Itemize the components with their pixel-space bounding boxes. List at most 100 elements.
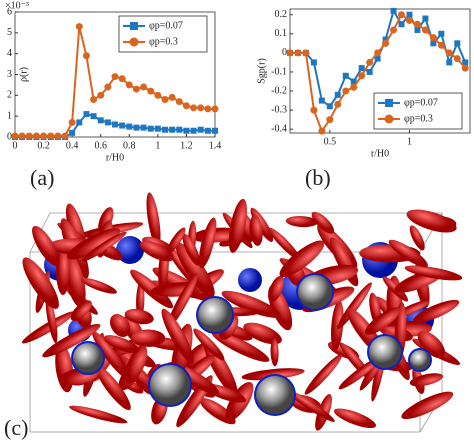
marker [197, 104, 205, 112]
marker [140, 83, 148, 91]
red-ellipsoid [109, 314, 131, 338]
marker [438, 30, 445, 37]
marker [421, 26, 429, 34]
marker [318, 127, 326, 135]
red-ellipsoid [279, 240, 325, 278]
marker [112, 121, 118, 128]
red-ellipsoid [42, 323, 101, 358]
y-tick-label: 6 [7, 6, 12, 17]
red-ellipsoid [167, 273, 199, 329]
legend-label: φp=0.3 [149, 36, 178, 47]
marker [25, 132, 33, 140]
x-tick-label: 1.2 [180, 140, 193, 151]
marker [446, 59, 453, 66]
y-tick-label: -0.2 [271, 85, 287, 96]
red-ellipsoid [139, 240, 174, 262]
marker [350, 78, 357, 85]
marker [429, 34, 437, 42]
legend-marker [129, 37, 139, 47]
red-ellipsoid [228, 198, 248, 253]
marker [182, 102, 190, 110]
y-tick-label: -0.1 [271, 66, 287, 77]
red-ellipsoid [338, 356, 383, 390]
red-ellipsoid [70, 300, 92, 321]
red-ellipsoid [304, 354, 343, 395]
y-tick-label: 5 [7, 27, 12, 38]
marker [310, 106, 318, 114]
red-ellipsoid [65, 254, 86, 308]
marker [461, 64, 469, 72]
red-ellipsoid [243, 322, 282, 345]
red-ellipsoid [21, 311, 75, 344]
marker [374, 49, 382, 57]
red-ellipsoid [130, 269, 174, 309]
marker [104, 119, 111, 126]
red-ellipsoid [249, 215, 263, 246]
marker [197, 126, 204, 133]
marker [118, 75, 126, 83]
marker [318, 97, 325, 104]
marker [454, 40, 461, 47]
y-tick-label: 3 [7, 69, 12, 80]
marker [183, 127, 190, 134]
red-ellipsoid [22, 257, 59, 309]
red-ellipsoid [45, 295, 58, 344]
red-ellipsoid [98, 207, 114, 234]
marker [302, 49, 310, 57]
red-ellipsoid [365, 307, 401, 335]
legend-label: φp=0.07 [404, 97, 438, 108]
marker [162, 126, 168, 133]
marker [18, 132, 26, 140]
red-ellipsoid [95, 365, 131, 411]
x-tick-label: 0 [13, 140, 18, 151]
legend-label: φp=0.3 [404, 113, 433, 124]
marker [398, 11, 406, 19]
gray-sphere [256, 376, 294, 414]
red-ellipsoid [285, 216, 318, 228]
marker [405, 16, 413, 24]
x-tick-label: 0.2 [37, 140, 50, 151]
marker [382, 39, 390, 47]
red-ellipsoid [67, 228, 121, 260]
red-ellipsoid [401, 391, 454, 420]
marker [76, 119, 83, 126]
legend-marker [384, 114, 394, 124]
chart: 0 1 2 3 4 5 6 0 0.2 0.4 0.6 0.8 1 1.2 1.4 r/H0 ρ(r) ×10⁻³… [5, 0, 221, 190]
marker [133, 124, 140, 131]
marker [326, 103, 333, 110]
marker [90, 113, 97, 120]
marker [69, 129, 76, 136]
x-tick-label: 0.5 [324, 136, 337, 147]
gray-sphere [150, 365, 190, 405]
panel-label: (b) [305, 165, 331, 190]
x-axis-label: r/H0 [371, 148, 389, 159]
legend-marker [385, 99, 393, 107]
marker [82, 52, 90, 60]
red-ellipsoid [182, 233, 201, 266]
marker [111, 73, 119, 81]
red-ellipsoid [146, 192, 161, 248]
red-ellipsoid [193, 328, 225, 361]
marker [154, 91, 162, 99]
red-ellipsoid [221, 290, 281, 318]
red-ellipsoid [333, 408, 376, 429]
blue-sphere [116, 236, 144, 264]
gray-sphere [198, 298, 232, 332]
red-ellipsoid [161, 308, 194, 364]
marker [212, 127, 218, 134]
marker [125, 81, 133, 89]
red-ellipsoid [413, 299, 460, 323]
y-axis-label: ρ(r) [18, 67, 29, 82]
red-ellipsoid [409, 373, 444, 387]
marker [334, 100, 342, 108]
marker [334, 91, 341, 98]
marker [147, 87, 155, 95]
red-ellipsoid [81, 231, 127, 262]
marker [406, 11, 413, 18]
gray-sphere [73, 343, 103, 373]
marker [453, 55, 461, 63]
y-exponent: ×10⁻³ [5, 0, 29, 11]
marker [204, 105, 212, 113]
red-ellipsoid [131, 329, 166, 347]
